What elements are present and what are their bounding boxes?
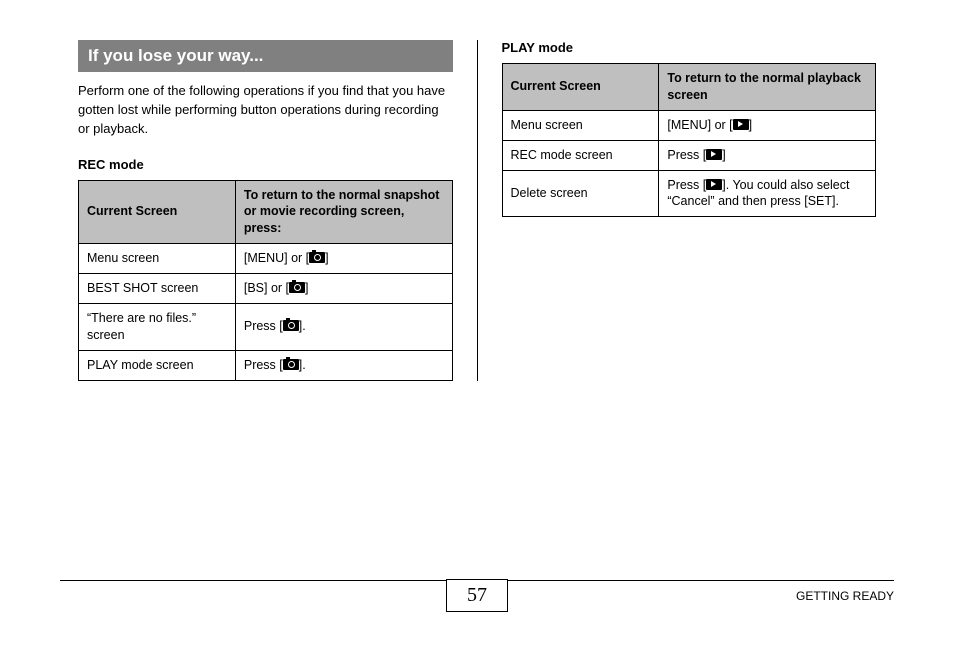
play-screen-cell: Delete screen [502,170,659,217]
table-row: Menu screen[MENU] or [] [502,110,876,140]
action-text-post: ] [325,251,328,265]
play-icon [706,179,722,190]
page-footer: 57 GETTING READY [60,580,894,616]
action-text-pre: Press [ [667,148,706,162]
camera-icon [309,252,325,263]
camera-icon [283,359,299,370]
rec-action-cell: [MENU] or [] [235,244,452,274]
play-icon [733,119,749,130]
table-row: “There are no files.” screenPress []. [79,303,453,350]
table-row: Menu screen[MENU] or [] [79,244,453,274]
play-screen-cell: REC mode screen [502,140,659,170]
footer-section-label: GETTING READY [796,589,894,603]
action-text-post: ] [749,118,752,132]
table-row: BEST SHOT screen[BS] or [] [79,274,453,304]
action-text-post: ] [305,281,308,295]
rec-screen-cell: PLAY mode screen [79,350,236,380]
rec-header-action: To return to the normal snapshot or movi… [235,180,452,244]
left-column: If you lose your way... Perform one of t… [60,40,478,381]
play-mode-label: PLAY mode [502,40,877,55]
table-row: REC mode screenPress [] [502,140,876,170]
play-action-cell: [MENU] or [] [659,110,876,140]
action-text-pre: [MENU] or [ [244,251,309,265]
section-heading: If you lose your way... [78,40,453,72]
action-text-pre: Press [ [667,178,706,192]
rec-screen-cell: BEST SHOT screen [79,274,236,304]
table-row: PLAY mode screenPress []. [79,350,453,380]
action-text-post: ]. [299,358,306,372]
play-icon [706,149,722,160]
right-column: PLAY mode Current Screen To return to th… [478,40,895,381]
rec-action-cell: [BS] or [] [235,274,452,304]
play-screen-cell: Menu screen [502,110,659,140]
table-row: Delete screenPress []. You could also se… [502,170,876,217]
play-action-cell: Press [] [659,140,876,170]
play-header-screen: Current Screen [502,64,659,111]
action-text-post: ]. [299,319,306,333]
play-mode-table: Current Screen To return to the normal p… [502,63,877,217]
play-header-action: To return to the normal playback screen [659,64,876,111]
rec-mode-label: REC mode [78,157,453,172]
intro-text: Perform one of the following operations … [78,82,453,139]
camera-icon [289,282,305,293]
action-text-pre: Press [ [244,319,283,333]
content-columns: If you lose your way... Perform one of t… [60,40,894,381]
page-number: 57 [446,579,508,612]
rec-screen-cell: “There are no files.” screen [79,303,236,350]
camera-icon [283,320,299,331]
rec-action-cell: Press []. [235,350,452,380]
rec-mode-table: Current Screen To return to the normal s… [78,180,453,381]
play-action-cell: Press []. You could also select “Cancel”… [659,170,876,217]
rec-header-screen: Current Screen [79,180,236,244]
rec-screen-cell: Menu screen [79,244,236,274]
footer-rule: 57 GETTING READY [60,580,894,616]
rec-action-cell: Press []. [235,303,452,350]
action-text-pre: [BS] or [ [244,281,289,295]
action-text-pre: Press [ [244,358,283,372]
action-text-post: ] [722,148,725,162]
action-text-pre: [MENU] or [ [667,118,732,132]
